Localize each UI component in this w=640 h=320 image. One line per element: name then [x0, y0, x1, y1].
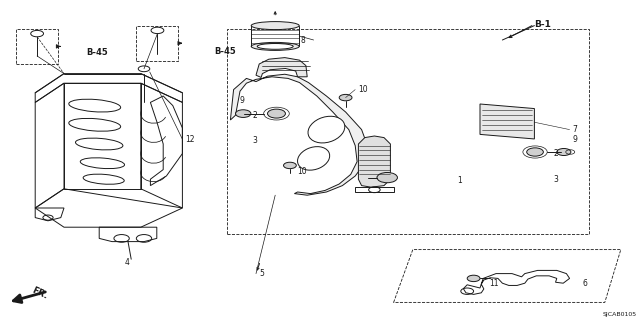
Text: 8: 8 [301, 36, 305, 44]
Text: 3: 3 [554, 175, 559, 184]
Circle shape [527, 148, 543, 156]
Text: 7: 7 [573, 125, 578, 134]
Ellipse shape [308, 116, 345, 143]
Ellipse shape [251, 43, 300, 51]
Circle shape [467, 275, 480, 282]
Text: 1: 1 [458, 176, 462, 185]
Circle shape [284, 162, 296, 169]
Text: B-1: B-1 [534, 20, 551, 28]
Text: SJCAB0105: SJCAB0105 [603, 312, 637, 317]
Circle shape [236, 110, 251, 117]
Ellipse shape [257, 44, 293, 49]
Polygon shape [358, 136, 390, 187]
Text: 9: 9 [573, 135, 578, 144]
Circle shape [377, 172, 397, 183]
Text: 5: 5 [259, 269, 264, 278]
Text: 9: 9 [240, 96, 245, 105]
Polygon shape [230, 74, 368, 195]
Text: 4: 4 [124, 258, 129, 267]
Text: FR.: FR. [31, 286, 49, 301]
Text: 2: 2 [554, 149, 558, 158]
Polygon shape [480, 104, 534, 139]
Circle shape [339, 94, 352, 101]
Text: 12: 12 [186, 135, 195, 144]
Text: 6: 6 [582, 279, 588, 288]
Circle shape [557, 148, 571, 156]
Text: 10: 10 [358, 85, 368, 94]
Polygon shape [256, 58, 307, 77]
Text: B-45: B-45 [86, 48, 108, 57]
Text: B-45: B-45 [214, 47, 236, 56]
Circle shape [268, 109, 285, 118]
Text: 10: 10 [298, 167, 307, 176]
Ellipse shape [298, 147, 330, 170]
Text: 3: 3 [253, 136, 258, 145]
Ellipse shape [251, 22, 300, 30]
Text: 2: 2 [253, 111, 257, 120]
Text: 11: 11 [490, 279, 499, 288]
